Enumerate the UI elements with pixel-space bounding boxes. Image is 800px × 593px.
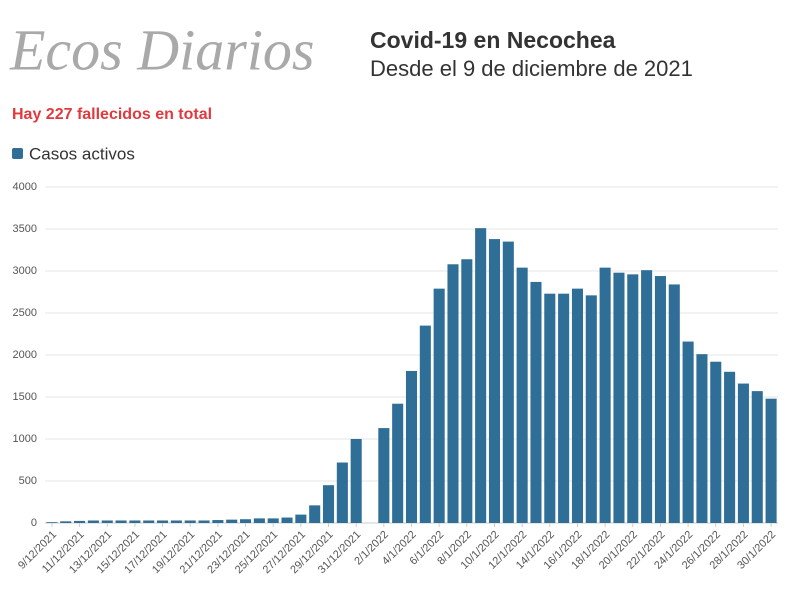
bar <box>184 520 196 523</box>
bar <box>60 521 72 523</box>
bar <box>336 462 348 523</box>
bar <box>765 398 777 523</box>
bar <box>475 228 487 523</box>
bar <box>724 371 736 523</box>
bar <box>461 259 473 523</box>
chart-subtitle: Desde el 9 de diciembre de 2021 <box>370 56 693 81</box>
bar <box>488 239 501 523</box>
bar <box>267 518 279 523</box>
bar <box>751 391 763 523</box>
bar <box>378 428 390 523</box>
legend-swatch <box>12 148 23 159</box>
bar <box>613 272 625 523</box>
bar <box>585 295 597 523</box>
bar <box>544 293 556 523</box>
y-tick-label: 1000 <box>13 433 37 445</box>
y-tick-label: 2000 <box>13 349 37 361</box>
bar <box>226 519 238 523</box>
bar <box>502 241 514 523</box>
bar <box>599 267 611 523</box>
bar <box>419 325 431 523</box>
bar <box>87 520 99 523</box>
bar <box>571 288 583 523</box>
bar <box>405 370 418 523</box>
bar <box>129 520 141 523</box>
bar <box>627 274 639 523</box>
bar <box>309 505 321 523</box>
bar <box>710 361 722 523</box>
y-tick-label: 3000 <box>13 265 37 277</box>
bar <box>170 520 182 523</box>
bar <box>737 383 749 523</box>
bar <box>157 520 169 523</box>
bar <box>350 439 362 523</box>
bar <box>654 276 666 523</box>
bar <box>253 518 265 523</box>
y-tick-label: 2500 <box>13 307 37 319</box>
bar <box>392 403 404 523</box>
bar <box>433 288 445 523</box>
bar <box>295 514 307 523</box>
y-tick-label: 4000 <box>13 181 37 193</box>
logo: Ecos Diarios <box>9 17 315 82</box>
bar <box>46 522 58 523</box>
bar <box>74 520 86 523</box>
y-tick-label: 1500 <box>13 391 37 403</box>
bar <box>198 520 210 523</box>
bar <box>682 341 694 523</box>
legend-label: Casos activos <box>29 144 135 163</box>
bar <box>516 267 528 523</box>
bar <box>281 517 293 523</box>
bar <box>447 264 459 523</box>
bar <box>530 281 542 523</box>
annotation: Hay 227 fallecidos en total <box>12 106 212 123</box>
bar <box>212 520 224 523</box>
bar <box>322 485 335 523</box>
bar <box>101 520 113 523</box>
bar <box>240 519 252 523</box>
y-tick-label: 3500 <box>13 223 37 235</box>
y-tick-label: 500 <box>19 475 37 487</box>
bar <box>558 293 570 523</box>
bar <box>641 270 653 523</box>
bar <box>143 520 155 523</box>
y-tick-label: 0 <box>31 517 37 529</box>
bar <box>696 354 708 523</box>
bar <box>668 284 680 523</box>
chart-title: Covid-19 en Necochea <box>370 27 616 53</box>
bar <box>115 520 127 523</box>
